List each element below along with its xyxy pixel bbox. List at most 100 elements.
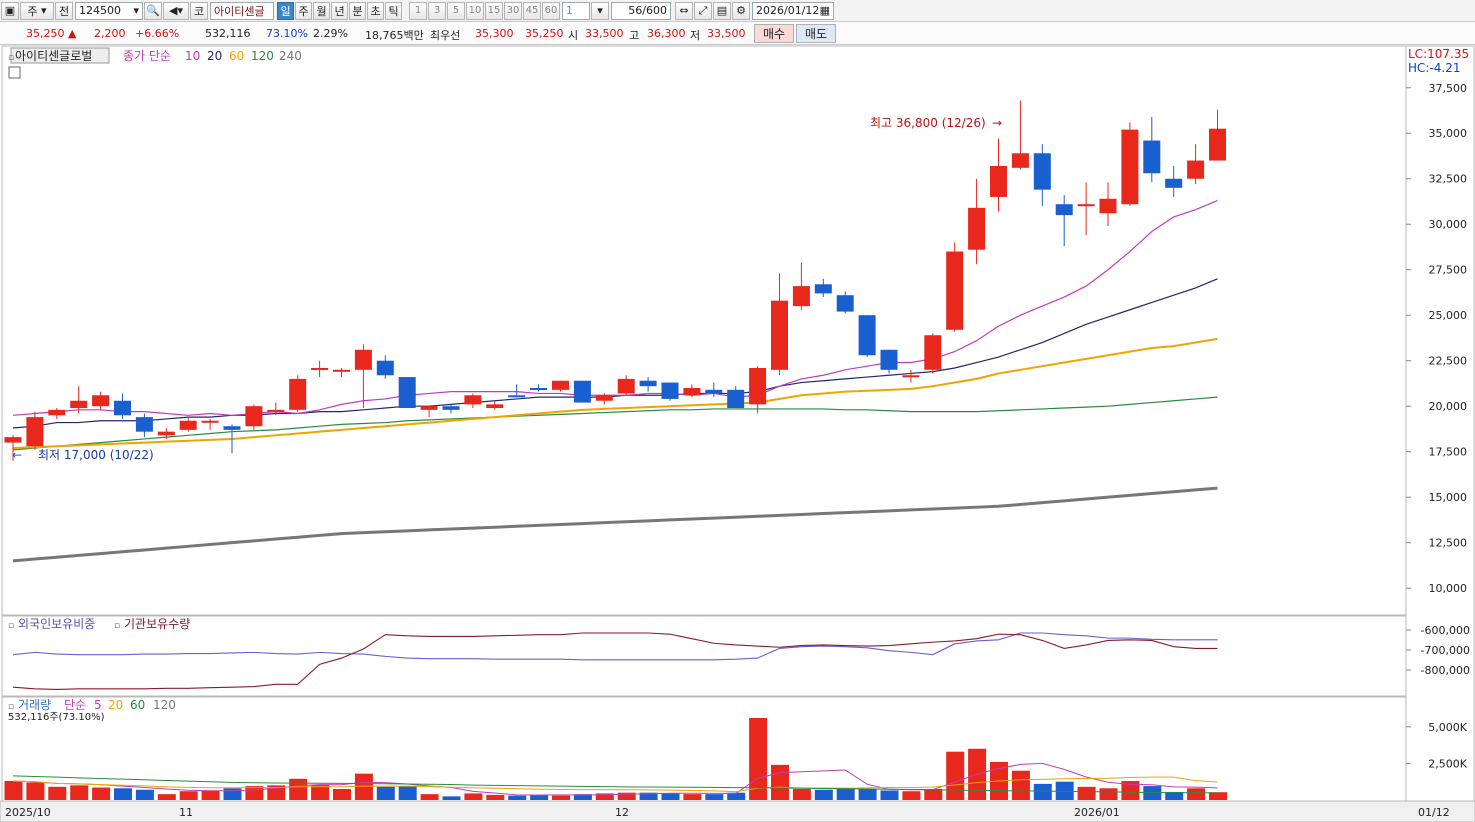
volume-bar[interactable]: [376, 786, 395, 800]
volume-bar[interactable]: [595, 793, 614, 800]
multiplier-dropdown-icon[interactable]: ▾: [591, 1, 609, 20]
volume-bar[interactable]: [1143, 786, 1162, 800]
candle-body[interactable]: [792, 286, 810, 307]
volume-bar[interactable]: [573, 794, 592, 800]
volume-bar[interactable]: [442, 796, 461, 800]
multiplier-select[interactable]: 1: [562, 1, 590, 20]
candle-body[interactable]: [223, 426, 241, 430]
candle-body[interactable]: [376, 360, 394, 376]
candle-body[interactable]: [1165, 178, 1183, 188]
volume-bar[interactable]: [727, 792, 746, 800]
candle-body[interactable]: [157, 431, 175, 436]
stock-title-box[interactable]: [10, 47, 110, 64]
volume-bar[interactable]: [48, 786, 67, 800]
indicator-toggle-icon[interactable]: [8, 66, 21, 79]
interval-button-10[interactable]: 10: [466, 1, 484, 20]
volume-bar[interactable]: [858, 789, 877, 800]
candle-body[interactable]: [1121, 129, 1139, 205]
period-tab-0[interactable]: 일: [277, 1, 294, 20]
volume-bar[interactable]: [814, 789, 833, 800]
candle-body[interactable]: [1187, 160, 1205, 179]
count-input[interactable]: 56/600: [611, 1, 671, 20]
volume-bar[interactable]: [1099, 788, 1118, 800]
candle-body[interactable]: [311, 367, 329, 370]
candle-body[interactable]: [48, 409, 66, 416]
volume-bar[interactable]: [92, 787, 111, 800]
volume-bar[interactable]: [683, 794, 702, 800]
period-tab-2[interactable]: 월: [313, 1, 330, 20]
volume-bar[interactable]: [771, 764, 789, 800]
period-tab-6[interactable]: 틱: [385, 1, 402, 20]
period-tab-1[interactable]: 주: [295, 1, 312, 20]
holding-panel[interactable]: [1, 615, 1407, 697]
volume-bar[interactable]: [333, 789, 351, 800]
sell-button[interactable]: 매도: [796, 24, 836, 43]
candle-body[interactable]: [245, 406, 263, 427]
candle-body[interactable]: [333, 369, 350, 372]
search-icon[interactable]: 🔍: [144, 1, 162, 20]
chart-area[interactable]: -600,000 -700,000 -800,000 5,000K 2,500K 37…: [0, 45, 1475, 822]
volume-bar[interactable]: [157, 794, 176, 800]
candle-body[interactable]: [442, 406, 460, 410]
candle-body[interactable]: [4, 437, 22, 443]
volume-bar[interactable]: [354, 773, 373, 800]
candle-body[interactable]: [179, 420, 197, 430]
gear-icon[interactable]: ⚙: [732, 1, 750, 20]
volume-bar[interactable]: [201, 790, 220, 800]
candle-body[interactable]: [1143, 140, 1161, 174]
volume-bar[interactable]: [1077, 786, 1096, 800]
volume-bar[interactable]: [1187, 788, 1206, 800]
interval-button-60[interactable]: 60: [542, 1, 560, 20]
candle-body[interactable]: [1055, 204, 1073, 216]
volume-bar[interactable]: [617, 792, 636, 800]
volume-bar[interactable]: [135, 789, 154, 800]
interval-button-45[interactable]: 45: [523, 1, 541, 20]
period-tab-5[interactable]: 초: [367, 1, 384, 20]
candle-body[interactable]: [749, 367, 767, 405]
stock-name-field[interactable]: 아이티센글: [210, 1, 274, 20]
volume-bar[interactable]: [464, 793, 483, 800]
volume-bar[interactable]: [552, 795, 570, 800]
candle-body[interactable]: [70, 400, 88, 409]
candle-body[interactable]: [486, 404, 504, 409]
volume-bar[interactable]: [902, 791, 921, 800]
market-select[interactable]: 주 ▾: [20, 1, 54, 20]
candle-body[interactable]: [552, 380, 569, 390]
candle-body[interactable]: [924, 335, 942, 370]
candle-body[interactable]: [26, 417, 44, 447]
candle-body[interactable]: [114, 400, 131, 416]
candle-body[interactable]: [661, 382, 679, 399]
interval-button-30[interactable]: 30: [504, 1, 522, 20]
candle-body[interactable]: [92, 395, 110, 407]
volume-bar[interactable]: [4, 780, 23, 800]
price-panel[interactable]: [1, 45, 1407, 616]
tools-icon[interactable]: ⤢: [694, 1, 712, 20]
volume-bar[interactable]: [705, 794, 724, 800]
candle-body[interactable]: [639, 380, 657, 387]
volume-bar[interactable]: [1165, 791, 1184, 800]
candle-body[interactable]: [464, 395, 482, 405]
volume-bar[interactable]: [661, 793, 680, 800]
candle-body[interactable]: [508, 395, 526, 398]
volume-bar[interactable]: [420, 794, 439, 800]
save-icon[interactable]: ▤: [713, 1, 731, 20]
candle-body[interactable]: [595, 395, 613, 401]
interval-button-3[interactable]: 3: [428, 1, 446, 20]
volume-bar[interactable]: [1121, 780, 1140, 800]
candle-body[interactable]: [771, 300, 788, 370]
volume-bar[interactable]: [1033, 783, 1052, 800]
candle-body[interactable]: [968, 207, 986, 250]
volume-bar[interactable]: [880, 790, 899, 800]
candle-body[interactable]: [858, 315, 876, 356]
prev-button[interactable]: 전: [55, 1, 73, 20]
volume-bar[interactable]: [1209, 792, 1227, 800]
volume-bar[interactable]: [749, 718, 768, 800]
volume-bar[interactable]: [1055, 781, 1074, 800]
volume-bar[interactable]: [1011, 770, 1030, 800]
candle-body[interactable]: [617, 378, 635, 394]
buy-button[interactable]: 매수: [754, 24, 794, 43]
date-input[interactable]: 2026/01/12 ▦: [752, 1, 834, 20]
interval-button-1[interactable]: 1: [409, 1, 427, 20]
volume-bar[interactable]: [836, 788, 855, 800]
candle-body[interactable]: [354, 349, 372, 370]
